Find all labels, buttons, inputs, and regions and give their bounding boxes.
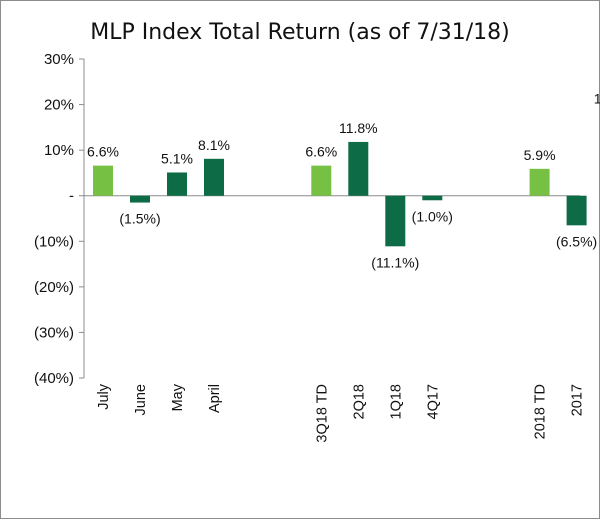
x-tick-label: 2017 xyxy=(570,384,586,416)
data-label: (6.5%) xyxy=(556,233,597,249)
bar xyxy=(311,165,332,196)
y-tick-label: - xyxy=(69,188,74,205)
data-label: 6.6% xyxy=(305,144,337,160)
chart-title: MLP Index Total Return (as of 7/31/18) xyxy=(90,20,510,45)
data-label: (11.1%) xyxy=(371,254,419,270)
bar xyxy=(422,195,443,201)
x-tick-label: 1Q18 xyxy=(388,384,404,419)
x-tick-label: May xyxy=(170,383,186,411)
x-tick-label: June xyxy=(133,384,149,415)
data-label: (1.5%) xyxy=(119,211,160,227)
bar xyxy=(529,168,550,196)
x-tick-label: July xyxy=(96,383,112,410)
data-label: 6.6% xyxy=(87,144,119,160)
bar xyxy=(130,195,150,203)
y-tick-label: (10%) xyxy=(34,233,74,250)
bar xyxy=(167,172,187,196)
data-label: 11.8% xyxy=(339,120,378,136)
y-tick-label: 30% xyxy=(44,51,74,68)
data-label: (1.0%) xyxy=(412,208,453,224)
x-tick-label: 2Q18 xyxy=(351,384,367,419)
data-label: 5.9% xyxy=(524,147,556,163)
y-tick-label: (20%) xyxy=(34,279,74,296)
y-tick-label: (30%) xyxy=(34,324,74,341)
y-tick-label: 20% xyxy=(44,97,74,114)
bar xyxy=(348,141,369,196)
bar xyxy=(566,195,587,226)
x-tick-label: 4Q17 xyxy=(425,384,441,419)
x-tick-label: April xyxy=(207,384,223,413)
data-label: 18.3% xyxy=(594,90,600,106)
data-label: 8.1% xyxy=(198,137,230,153)
x-tick-label: 2018 TD xyxy=(533,384,549,439)
x-tick-label: 3Q18 TD xyxy=(314,384,330,443)
y-tick-label: 10% xyxy=(44,142,74,159)
bar xyxy=(93,165,113,196)
bar xyxy=(385,195,406,247)
y-tick-label: (40%) xyxy=(34,370,74,387)
bar xyxy=(204,158,224,196)
data-label: 5.1% xyxy=(161,150,193,166)
